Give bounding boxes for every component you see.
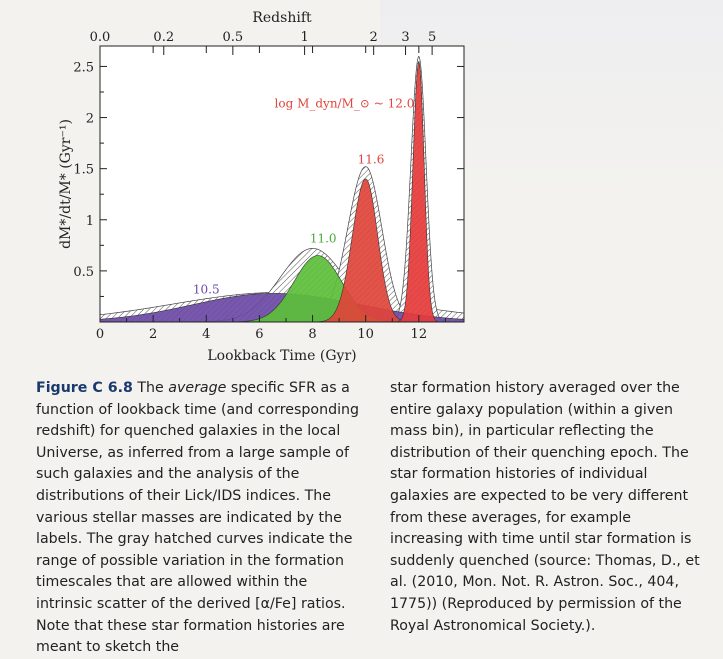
caption-emphasis: average (168, 380, 227, 396)
redshift-tick-label: 0.2 (153, 30, 174, 45)
caption-right-column: star formation history averaged over the… (390, 378, 705, 637)
plot-area (99, 46, 465, 323)
sfr-chart: 0 2 4 6 8 10 120.511.522.50.0 0.2 0.5 1 2 3 5Lookbac… (58, 10, 465, 364)
redshift-tick-label: 5 (428, 30, 436, 45)
series-label: 11.6 (358, 153, 385, 167)
x-tick-label: 6 (255, 327, 263, 342)
y-tick-label: 2.5 (73, 60, 94, 75)
series-label: log M_dyn/M_⊙ ~ 12.0 (275, 96, 415, 110)
x-tick-label: 4 (202, 327, 210, 342)
y-axis-title: dM*/dt/M* (Gyr⁻¹) (58, 119, 74, 249)
x-axis-title: Lookback Time (Gyr) (207, 348, 356, 364)
redshift-tick-label: 2 (370, 30, 378, 45)
caption-left-text: The average specific SFR as a function o… (36, 380, 360, 656)
figure-label: Figure C 6.8 (36, 380, 133, 396)
series-label: 11.0 (310, 231, 337, 245)
redshift-tick-label: 3 (401, 30, 409, 45)
plot-frame (99, 45, 465, 323)
redshift-tick-label: 1 (300, 30, 308, 45)
series-labels: 10.5 11.0 11.6 log M_dyn/M_⊙ ~ 12.0 (193, 96, 414, 296)
y-tick-label: 0.5 (73, 265, 94, 280)
redshift-tick-label: 0.5 (223, 30, 244, 45)
y-tick-label: 1.5 (73, 163, 94, 178)
x-tick-label: 2 (149, 327, 157, 342)
x-tick-label: 0 (96, 327, 104, 342)
x-tick-label: 8 (308, 327, 316, 342)
x-tick-label: 10 (357, 327, 374, 342)
top-axis-title: Redshift (252, 10, 312, 26)
axes: 0 2 4 6 8 10 120.511.522.50.0 0.2 0.5 1 2 3 5Lookbac… (58, 10, 465, 364)
x-tick-label: 12 (411, 327, 428, 342)
y-tick-label: 2 (86, 112, 94, 127)
caption-right-text: star formation history averaged over the… (390, 380, 700, 634)
caption-left-column: Figure C 6.8 The average specific SFR as… (36, 378, 366, 659)
y-tick-label: 1 (86, 214, 94, 229)
series-label: 10.5 (193, 282, 220, 296)
redshift-tick-label: 0.0 (90, 30, 111, 45)
